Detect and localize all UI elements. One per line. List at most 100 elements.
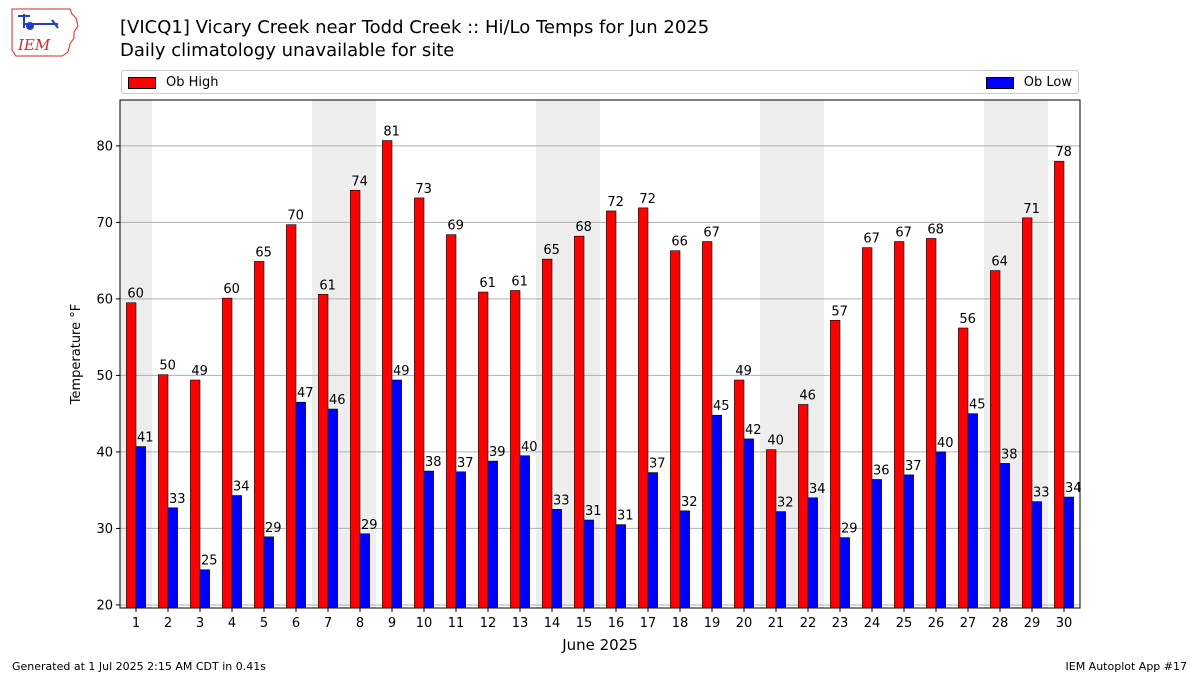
low-bar-day-7 bbox=[327, 408, 338, 609]
legend-label-low: Ob Low bbox=[1023, 75, 1072, 90]
high-value-label-day-12: 61 bbox=[479, 276, 496, 291]
high-bar-day-23 bbox=[830, 320, 841, 609]
y-tick-label-50: 50 bbox=[96, 369, 113, 384]
low-value-label-day-9: 49 bbox=[393, 364, 410, 379]
x-tick-label-18: 18 bbox=[672, 616, 689, 631]
low-value-label-day-8: 29 bbox=[361, 518, 378, 533]
y-tick-label-60: 60 bbox=[96, 292, 113, 307]
high-bar-day-11 bbox=[446, 234, 457, 609]
high-bar-day-21 bbox=[766, 449, 777, 609]
low-bar-day-12 bbox=[487, 460, 498, 609]
low-value-label-day-24: 36 bbox=[873, 463, 890, 478]
x-tick-label-1: 1 bbox=[132, 616, 140, 631]
low-value-label-day-4: 34 bbox=[233, 480, 250, 495]
low-bar-day-15 bbox=[583, 519, 594, 609]
high-value-label-day-25: 67 bbox=[895, 226, 912, 241]
low-value-label-day-28: 38 bbox=[1001, 447, 1018, 462]
high-value-label-day-29: 71 bbox=[1023, 202, 1040, 217]
low-bar-day-4 bbox=[231, 495, 242, 609]
high-value-label-day-22: 46 bbox=[799, 388, 816, 403]
low-value-label-day-25: 37 bbox=[905, 459, 922, 474]
y-tick-label-70: 70 bbox=[96, 216, 113, 231]
low-bar-day-21 bbox=[775, 511, 786, 609]
low-bar-day-27 bbox=[967, 413, 978, 609]
high-value-label-day-6: 70 bbox=[287, 209, 304, 224]
high-bar-day-30 bbox=[1054, 160, 1065, 609]
low-value-label-day-10: 38 bbox=[425, 455, 442, 470]
low-bar-day-19 bbox=[711, 414, 722, 609]
x-tick-label-19: 19 bbox=[704, 616, 721, 631]
high-bar-day-16 bbox=[606, 210, 617, 609]
low-value-label-day-6: 47 bbox=[297, 386, 314, 401]
logo-text: IEM bbox=[17, 36, 51, 54]
high-bar-day-18 bbox=[670, 250, 681, 609]
x-tick-label-8: 8 bbox=[356, 616, 364, 631]
x-tick-label-5: 5 bbox=[260, 616, 268, 631]
low-bar-day-8 bbox=[359, 533, 370, 609]
y-axis-label: Temperature °F bbox=[69, 304, 84, 405]
high-value-label-day-4: 60 bbox=[223, 282, 240, 297]
high-bar-day-8 bbox=[350, 189, 361, 609]
x-tick-label-25: 25 bbox=[896, 616, 913, 631]
high-bar-day-15 bbox=[574, 235, 585, 609]
y-tick-label-40: 40 bbox=[96, 445, 113, 460]
chart-legend: Ob High Ob Low bbox=[121, 70, 1079, 94]
low-value-label-day-7: 46 bbox=[329, 393, 346, 408]
high-value-label-day-8: 74 bbox=[351, 174, 368, 189]
y-gridlines bbox=[120, 145, 1080, 606]
high-bar-day-4 bbox=[222, 297, 233, 609]
plot-frame bbox=[119, 99, 1081, 609]
high-bar-day-5 bbox=[254, 261, 265, 609]
low-bar-day-23 bbox=[839, 537, 850, 609]
y-tick-label-20: 20 bbox=[96, 598, 113, 613]
high-bar-day-19 bbox=[702, 241, 713, 609]
high-value-label-day-3: 49 bbox=[191, 364, 208, 379]
low-value-label-day-19: 45 bbox=[713, 399, 730, 414]
low-value-label-day-20: 42 bbox=[745, 423, 762, 438]
x-axis-label: June 2025 bbox=[561, 636, 638, 654]
x-tick-label-12: 12 bbox=[480, 616, 497, 631]
high-bar-day-12 bbox=[478, 291, 489, 609]
low-value-label-day-5: 29 bbox=[265, 521, 282, 536]
x-tick-label-10: 10 bbox=[416, 616, 433, 631]
low-value-label-day-11: 37 bbox=[457, 456, 474, 471]
low-value-label-day-21: 32 bbox=[777, 496, 794, 511]
high-value-label-day-16: 72 bbox=[607, 195, 624, 210]
high-bar-day-2 bbox=[158, 374, 169, 609]
low-bar-day-3 bbox=[199, 569, 210, 609]
high-value-label-day-21: 40 bbox=[767, 434, 784, 449]
bars bbox=[126, 140, 1074, 609]
x-tick-label-28: 28 bbox=[992, 616, 1009, 631]
high-bar-day-13 bbox=[510, 290, 521, 609]
x-tick-label-16: 16 bbox=[608, 616, 625, 631]
footer-generated: Generated at 1 Jul 2025 2:15 AM CDT in 0… bbox=[12, 660, 266, 673]
x-tick-label-3: 3 bbox=[196, 616, 204, 631]
low-bar-day-2 bbox=[167, 507, 178, 609]
high-value-label-day-19: 67 bbox=[703, 226, 720, 241]
x-tick-label-24: 24 bbox=[864, 616, 881, 631]
x-tick-label-29: 29 bbox=[1024, 616, 1041, 631]
high-value-label-day-28: 64 bbox=[991, 255, 1008, 270]
high-value-label-day-20: 49 bbox=[735, 364, 752, 379]
high-bar-day-29 bbox=[1022, 217, 1033, 609]
low-bar-day-26 bbox=[935, 451, 946, 609]
low-bar-day-14 bbox=[551, 509, 562, 609]
high-value-label-day-5: 65 bbox=[255, 245, 272, 260]
x-tick-label-15: 15 bbox=[576, 616, 593, 631]
high-value-label-day-13: 61 bbox=[511, 275, 528, 290]
x-tick-label-22: 22 bbox=[800, 616, 817, 631]
chart-title: [VICQ1] Vicary Creek near Todd Creek :: … bbox=[120, 17, 710, 38]
high-bar-day-27 bbox=[958, 327, 969, 609]
high-value-label-day-23: 57 bbox=[831, 304, 848, 319]
low-value-label-day-3: 25 bbox=[201, 554, 218, 569]
high-value-label-day-1: 60 bbox=[127, 287, 144, 302]
low-bar-day-9 bbox=[391, 379, 402, 609]
x-tick-label-13: 13 bbox=[512, 616, 529, 631]
high-bar-day-26 bbox=[926, 238, 937, 609]
low-value-label-day-23: 29 bbox=[841, 522, 858, 537]
high-value-label-day-14: 65 bbox=[543, 243, 560, 258]
low-bar-day-1 bbox=[135, 446, 146, 609]
weather-station-icon bbox=[18, 14, 59, 30]
low-value-label-day-15: 31 bbox=[585, 504, 602, 519]
